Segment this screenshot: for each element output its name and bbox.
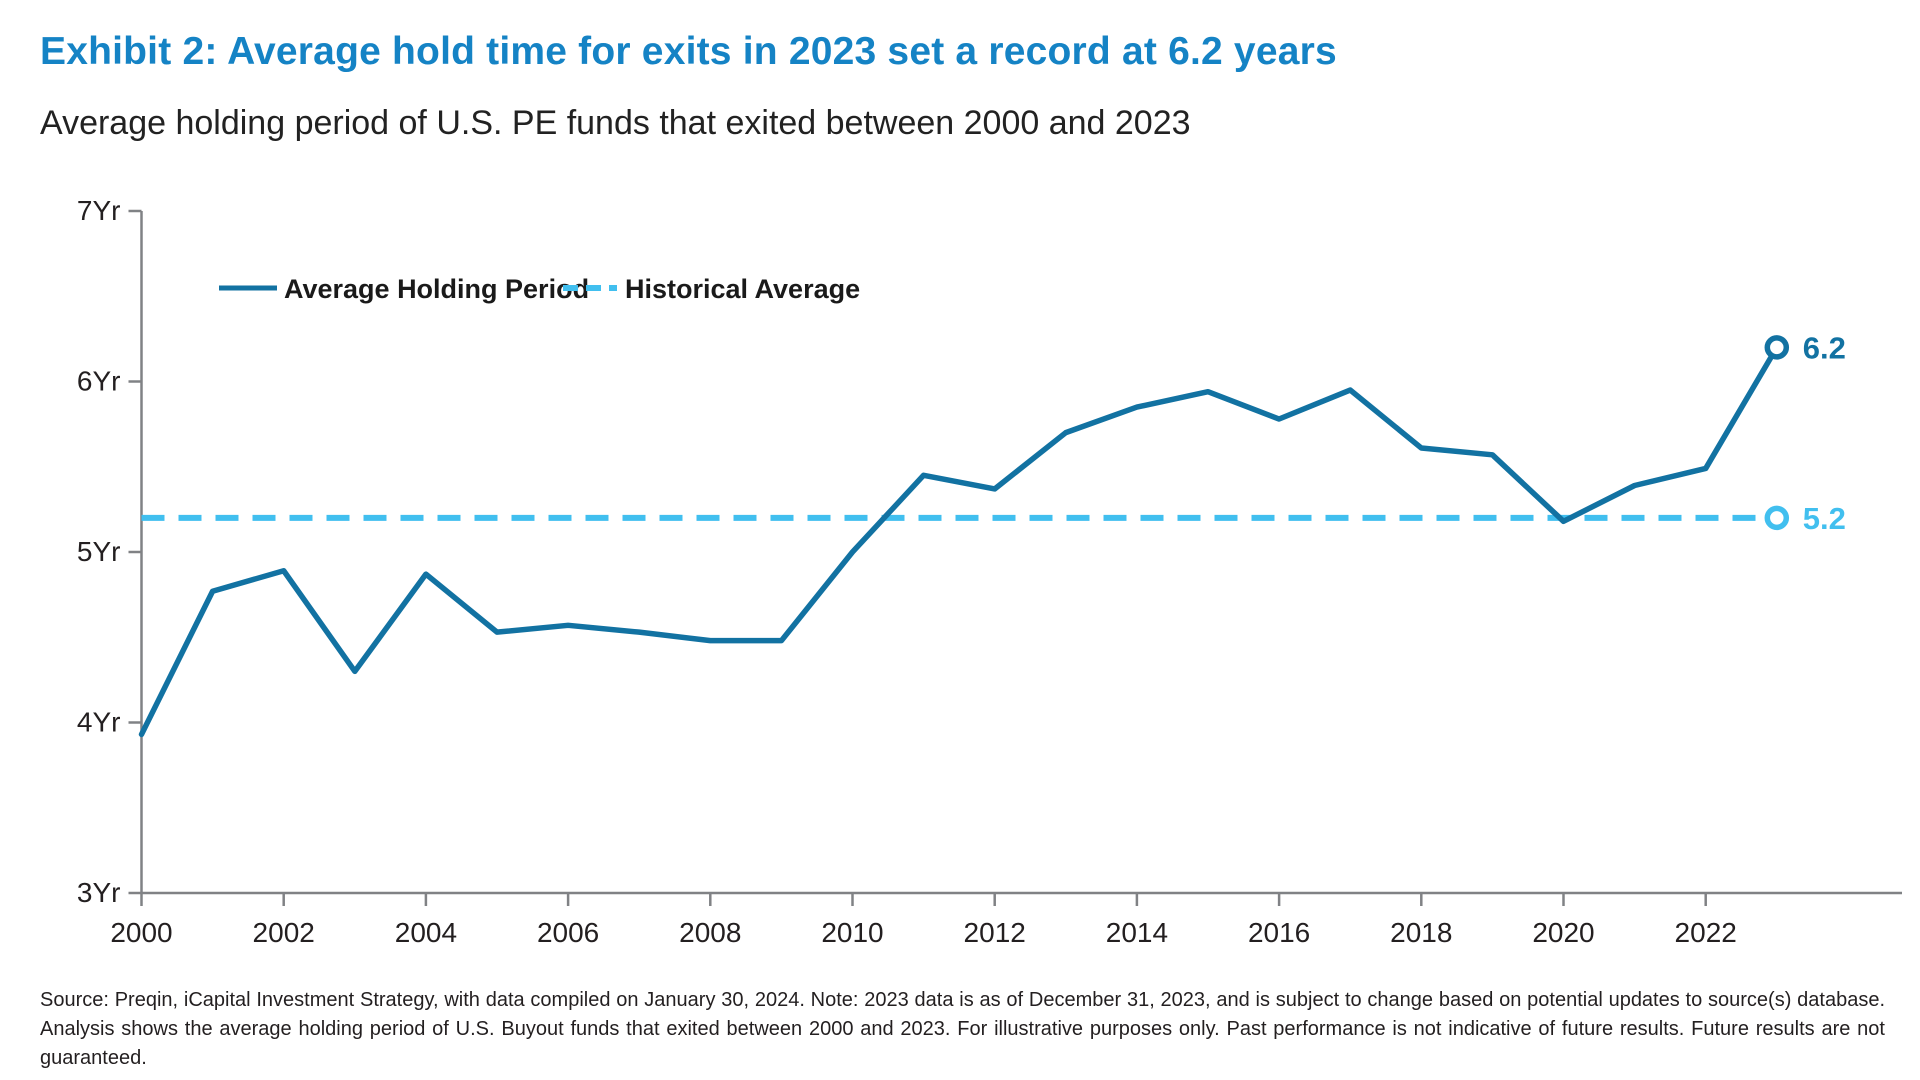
source-note: Source: Preqin, iCapital Investment Stra…	[40, 989, 1885, 1069]
x-tick-label: 2012	[964, 917, 1026, 948]
x-tick-label: 2014	[1106, 917, 1168, 948]
y-tick-label: 5Yr	[77, 536, 121, 567]
exhibit-title: Exhibit 2: Average hold time for exits i…	[40, 30, 1337, 73]
x-tick-label: 2022	[1675, 917, 1737, 948]
end-label-5.2: 5.2	[1803, 501, 1846, 536]
x-tick-label: 2020	[1532, 917, 1594, 948]
x-tick-label: 2018	[1390, 917, 1452, 948]
y-tick-label: 6Yr	[77, 366, 121, 397]
x-tick-label: 2016	[1248, 917, 1310, 948]
x-tick-label: 2004	[395, 917, 457, 948]
legend-label-historical-average: Historical Average	[625, 274, 860, 304]
end-label-6.2: 6.2	[1803, 330, 1846, 365]
x-tick-label: 2006	[537, 917, 599, 948]
y-tick-label: 7Yr	[77, 195, 121, 226]
y-tick-label: 4Yr	[77, 707, 121, 738]
end-marker-5-2	[1764, 505, 1790, 531]
x-tick-label: 2010	[821, 917, 883, 948]
x-tick-label: 2000	[110, 917, 172, 948]
legend-label-average-holding-period: Average Holding Period	[284, 274, 589, 304]
chart-subtitle: Average holding period of U.S. PE funds …	[40, 104, 1191, 142]
y-tick-label: 3Yr	[77, 877, 121, 908]
x-tick-label: 2008	[679, 917, 741, 948]
x-tick-label: 2002	[253, 917, 315, 948]
average-holding-period-line	[138, 344, 1780, 738]
end-marker-6-2	[1764, 335, 1790, 360]
